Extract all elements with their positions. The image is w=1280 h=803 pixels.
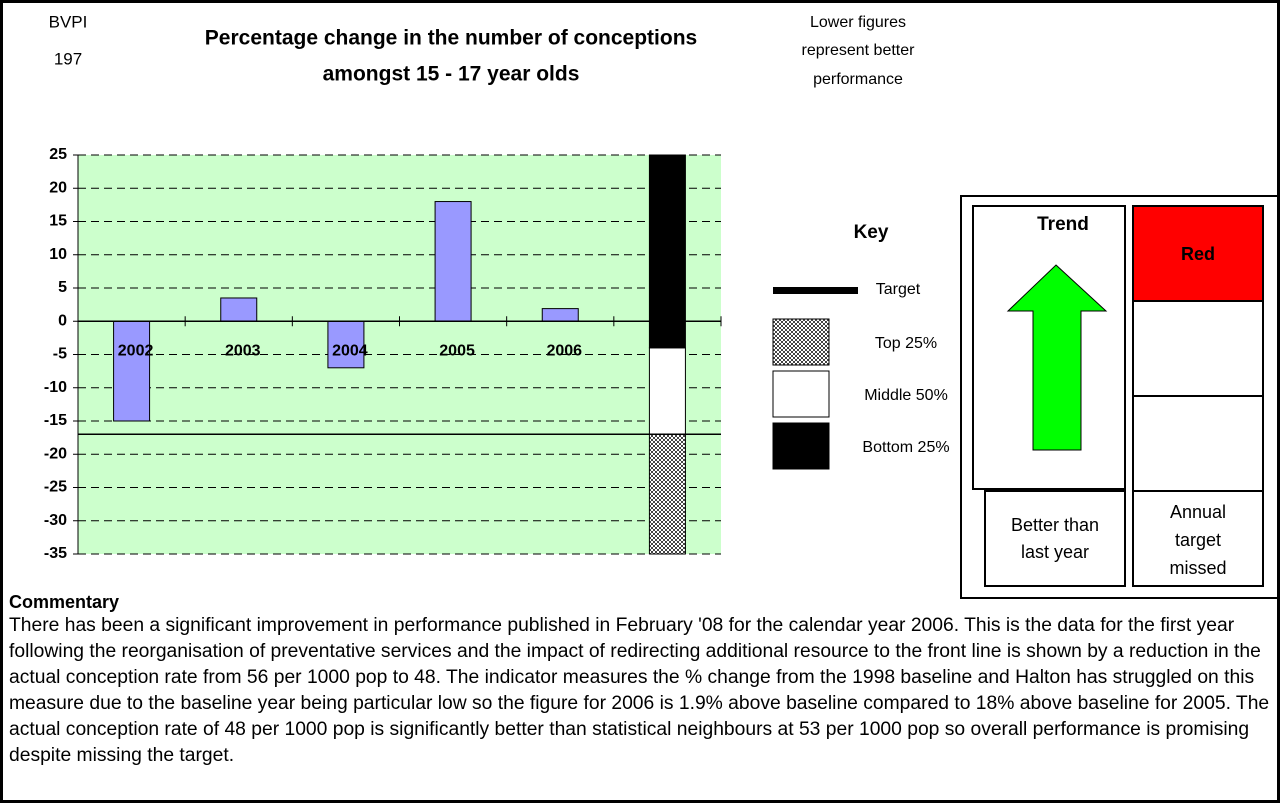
key-label: Top 25% xyxy=(875,335,937,352)
bar xyxy=(113,320,151,422)
code: BVPI xyxy=(49,12,88,31)
y-tick-label: -35 xyxy=(44,545,67,562)
note: represent better xyxy=(802,42,916,59)
y-tick-label: -15 xyxy=(44,412,67,429)
chart-title: Percentage change in the number of conce… xyxy=(205,27,697,50)
key-swatch xyxy=(772,318,830,366)
trend-arrow xyxy=(1006,264,1108,451)
y-tick-label: -10 xyxy=(44,379,67,396)
code: 197 xyxy=(54,49,82,68)
key-label: Target xyxy=(876,281,921,298)
key-target-swatch xyxy=(773,287,858,294)
rating-label-box xyxy=(1132,490,1264,587)
trend-title: Trend xyxy=(1037,214,1089,235)
rating-box xyxy=(1132,300,1264,397)
plot: -35 -30 -25 -20 -15 -10 -5 0 5 10 15 20 25 2002 2003 20… xyxy=(44,146,722,562)
commentary-title: Commentary xyxy=(9,592,120,612)
x-tick-label: 2003 xyxy=(225,342,261,359)
y-tick-label: 10 xyxy=(49,246,67,263)
key-label: Middle 50% xyxy=(864,387,948,404)
key-swatch xyxy=(772,422,830,470)
key-title: Key xyxy=(854,222,889,243)
note: Lower figures xyxy=(810,14,906,31)
commentary: Commentary There has been a significant i… xyxy=(9,591,1275,769)
quartile-band xyxy=(648,347,686,435)
rating-label: target xyxy=(1175,530,1221,550)
x-tick-label: 2002 xyxy=(118,342,154,359)
y-tick-label: 0 xyxy=(58,312,67,329)
y-tick-label: 25 xyxy=(49,146,67,163)
rating-label: missed xyxy=(1169,558,1226,578)
commentary-text: There has been a significant improvement… xyxy=(9,615,1270,766)
trend-label: last year xyxy=(1021,542,1089,562)
chart: BVPI 197 Percentage change in the number… xyxy=(44,12,1277,599)
note: performance xyxy=(813,71,903,88)
quartile-band xyxy=(648,433,686,555)
rating: Red xyxy=(1181,244,1215,264)
x-tick-label: 2006 xyxy=(546,342,582,359)
key: Top 25% Middle 50% Bottom 25% xyxy=(772,318,950,470)
status-panel xyxy=(960,195,1277,599)
y-tick-label: -25 xyxy=(44,479,67,496)
bar xyxy=(327,320,365,369)
rating-label: Annual xyxy=(1170,502,1226,522)
x-tick-label: 2005 xyxy=(439,342,475,359)
y-tick-label: 5 xyxy=(58,279,67,296)
y-tick-label: -30 xyxy=(44,512,67,529)
chart-title: amongst 15 - 17 year olds xyxy=(323,63,580,86)
y-tick-label: 20 xyxy=(49,179,67,196)
bar xyxy=(220,297,258,322)
rating-box xyxy=(1132,395,1264,492)
bar xyxy=(434,201,472,322)
bar xyxy=(541,308,579,322)
quartile-band xyxy=(648,154,686,349)
key-swatch xyxy=(772,370,830,418)
trend-box xyxy=(972,205,1126,490)
y-tick-label: -20 xyxy=(44,445,67,462)
key-label: Bottom 25% xyxy=(862,439,949,456)
x-tick-label: 2004 xyxy=(332,342,368,359)
y-tick-label: 15 xyxy=(49,213,67,230)
trend-label-box xyxy=(984,490,1126,587)
y-tick-label: -5 xyxy=(53,346,67,363)
trend-label: Better than xyxy=(1011,515,1099,535)
